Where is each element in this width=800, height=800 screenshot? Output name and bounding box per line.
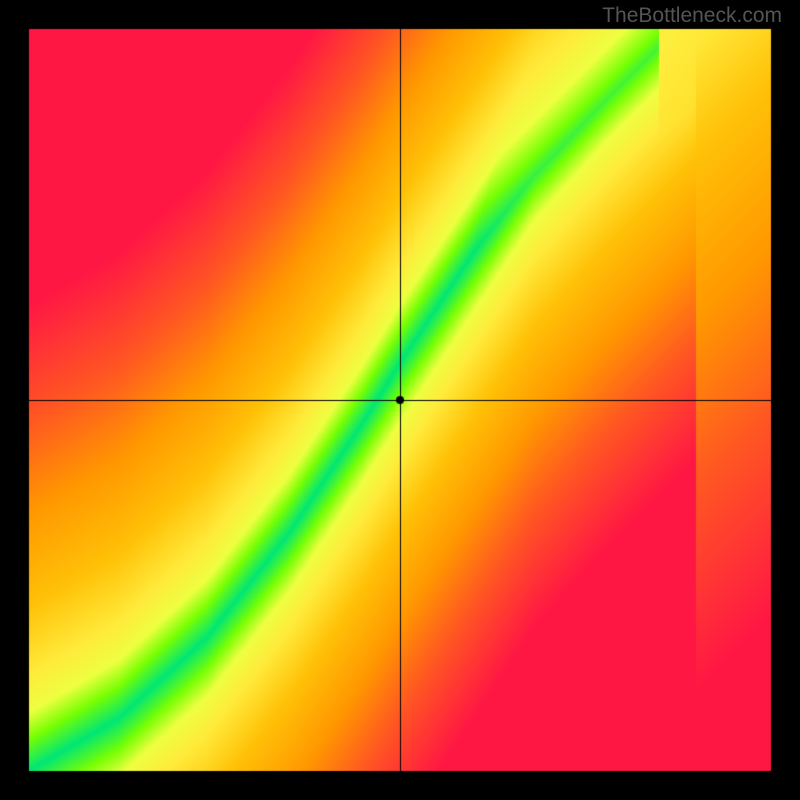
bottleneck-heatmap [0, 0, 800, 800]
chart-container: TheBottleneck.com [0, 0, 800, 800]
watermark-text: TheBottleneck.com [602, 4, 782, 28]
